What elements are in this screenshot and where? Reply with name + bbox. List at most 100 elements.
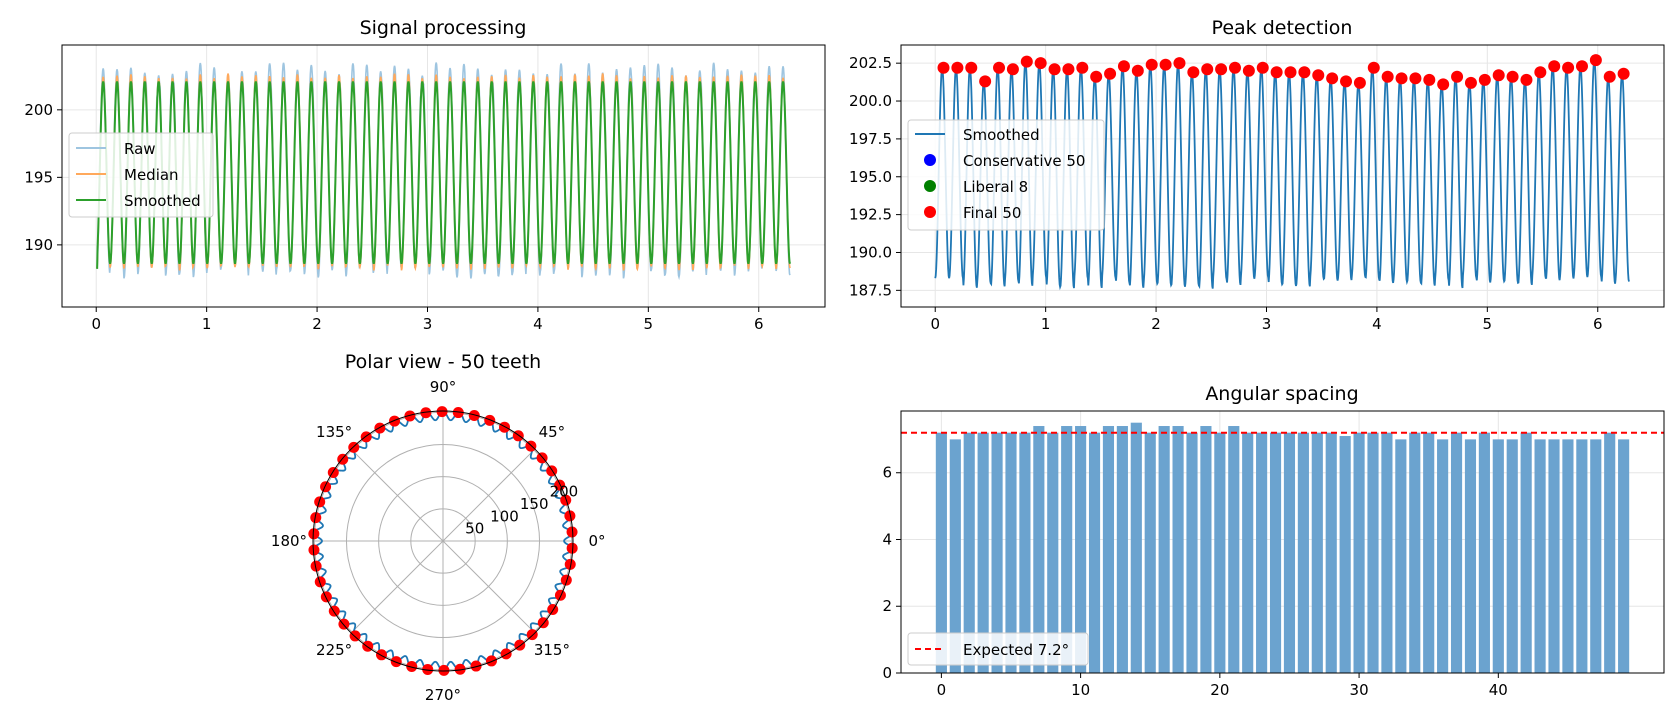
spacing-bar bbox=[963, 432, 975, 673]
series-line-smoothed bbox=[96, 81, 791, 269]
spacing-bar bbox=[1242, 432, 1254, 673]
signal-xtick-label: 1 bbox=[202, 315, 212, 333]
polar-angle-gridline bbox=[350, 540, 444, 634]
polar-angle-label: 315° bbox=[534, 641, 570, 659]
peak-marker bbox=[1423, 73, 1436, 86]
spacing-bar bbox=[1019, 432, 1031, 673]
legend-peaks-smoothed-label: Smoothed bbox=[963, 126, 1040, 144]
peak-marker bbox=[1215, 63, 1228, 76]
peak-marker bbox=[993, 61, 1006, 74]
peak-marker bbox=[1090, 70, 1103, 83]
polar-peak-marker bbox=[564, 510, 576, 522]
polar-angle-label: 0° bbox=[588, 532, 605, 550]
polar-radial-label: 100 bbox=[490, 507, 519, 525]
peak-marker bbox=[1284, 66, 1297, 79]
polar-peak-marker bbox=[566, 526, 578, 538]
signal-xtick-label: 4 bbox=[533, 315, 543, 333]
spacing-bar bbox=[1088, 432, 1101, 673]
peak-marker bbox=[1159, 58, 1172, 71]
peaks-ytick-label: 197.5 bbox=[849, 130, 892, 148]
peak-marker bbox=[1575, 60, 1588, 73]
polar-peak-marker bbox=[436, 406, 448, 418]
legend-raw-label: Raw bbox=[124, 140, 156, 158]
peak-marker bbox=[1562, 61, 1575, 74]
polar-peak-marker bbox=[452, 407, 464, 419]
peak-marker bbox=[1201, 63, 1214, 76]
peaks-chart-title: Peak detection bbox=[1212, 17, 1353, 39]
peaks-ytick-label: 190.0 bbox=[849, 243, 892, 261]
peaks-legend-box bbox=[907, 119, 1105, 231]
peak-marker bbox=[1006, 63, 1019, 76]
polar-angle-label: 180° bbox=[271, 532, 307, 550]
polar-chart-title: Polar view - 50 teeth bbox=[345, 351, 541, 373]
peaks-ytick-label: 202.5 bbox=[849, 54, 892, 72]
polar-angle-gridline bbox=[350, 448, 444, 542]
peak-marker bbox=[1478, 73, 1491, 86]
polar-peak-marker bbox=[420, 407, 432, 419]
signal-ytick-label: 200 bbox=[24, 101, 53, 119]
peak-marker bbox=[1228, 61, 1241, 74]
polar-peak-marker bbox=[485, 655, 497, 667]
spacing-bar bbox=[1158, 426, 1170, 673]
peak-marker bbox=[1534, 66, 1547, 79]
peak-marker bbox=[1062, 63, 1075, 76]
spacing-bar bbox=[977, 432, 989, 673]
peak-marker bbox=[1381, 70, 1394, 83]
spacing-bar bbox=[1423, 432, 1435, 673]
polar-peak-marker bbox=[546, 465, 558, 477]
spacing-bar bbox=[1061, 426, 1073, 673]
polar-angle-label: 270° bbox=[425, 686, 461, 704]
polar-peak-marker bbox=[308, 528, 320, 540]
peak-marker bbox=[1326, 72, 1339, 85]
spacing-bar bbox=[1102, 426, 1115, 673]
spacing-ytick-label: 4 bbox=[882, 530, 892, 548]
peak-marker bbox=[1409, 72, 1422, 85]
peak-marker bbox=[1173, 57, 1186, 70]
polar-peak-marker bbox=[564, 558, 576, 570]
peak-marker bbox=[1603, 70, 1616, 83]
signal-ytick-label: 195 bbox=[24, 168, 53, 186]
polar-peak-marker bbox=[554, 479, 566, 491]
spacing-bar bbox=[1256, 432, 1268, 673]
polar-peak-marker bbox=[470, 660, 482, 672]
spacing-bar bbox=[1548, 439, 1560, 673]
spacing-xtick-label: 10 bbox=[1071, 681, 1090, 699]
polar-peak-marker bbox=[310, 512, 322, 524]
spacing-bar bbox=[1228, 426, 1240, 673]
peak-marker bbox=[1548, 60, 1561, 73]
peak-marker bbox=[1076, 61, 1089, 74]
spacing-bar bbox=[1325, 432, 1337, 673]
spacing-bar bbox=[1214, 432, 1226, 673]
peak-marker bbox=[979, 75, 992, 88]
peak-marker bbox=[1367, 61, 1380, 74]
polar-peak-marker bbox=[328, 605, 340, 617]
peaks-ytick-label: 195.0 bbox=[849, 168, 892, 186]
signal-xtick-label: 2 bbox=[312, 315, 322, 333]
peak-marker bbox=[1242, 64, 1255, 77]
peak-marker bbox=[1340, 75, 1353, 88]
spacing-bar bbox=[1200, 426, 1212, 673]
spacing-bar bbox=[991, 432, 1003, 673]
polar-peak-marker bbox=[308, 544, 320, 556]
spacing-bar bbox=[1075, 426, 1087, 673]
polar-radial-label: 200 bbox=[550, 483, 579, 501]
peak-marker bbox=[1187, 66, 1200, 79]
spacing-xtick-label: 30 bbox=[1350, 681, 1369, 699]
spacing-bar bbox=[1562, 439, 1574, 673]
peaks-xtick-label: 6 bbox=[1593, 315, 1603, 333]
signal-ytick-label: 190 bbox=[24, 236, 53, 254]
spacing-ytick-label: 0 bbox=[882, 664, 892, 682]
polar-peak-marker bbox=[327, 466, 339, 478]
signal-xtick-label: 3 bbox=[423, 315, 433, 333]
peaks-ytick-label: 192.5 bbox=[849, 206, 892, 224]
peak-marker bbox=[1034, 57, 1047, 70]
peaks-chart-frame bbox=[900, 44, 1665, 308]
spacing-bar bbox=[1269, 432, 1282, 673]
spacing-bar bbox=[1172, 426, 1184, 673]
spacing-bar bbox=[1297, 432, 1309, 673]
peak-marker bbox=[1437, 78, 1450, 91]
peak-marker bbox=[1048, 63, 1061, 76]
polar-peak-marker bbox=[389, 415, 401, 427]
